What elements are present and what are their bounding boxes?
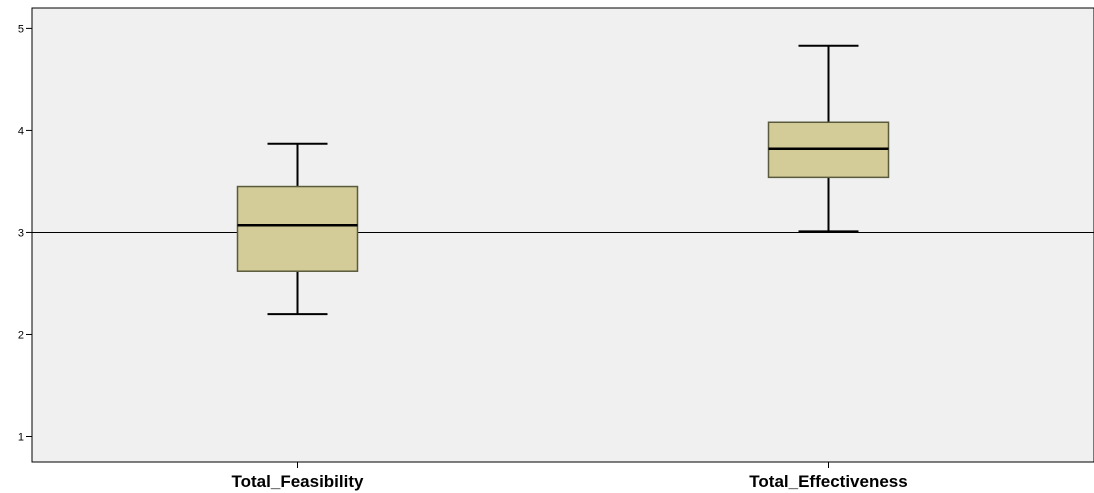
y-tick-label: 5 xyxy=(18,23,24,35)
y-tick-label: 1 xyxy=(18,431,24,443)
plot-area xyxy=(31,7,1094,463)
y-tick-label: 2 xyxy=(18,329,24,341)
box-group xyxy=(236,142,359,316)
y-tick-label: 4 xyxy=(18,125,24,137)
box-group xyxy=(767,44,890,233)
iqr-box xyxy=(236,185,359,272)
y-tick-label: 3 xyxy=(18,227,24,239)
x-category-label: Total_Feasibility xyxy=(232,472,364,491)
x-category-label: Total_Effectiveness xyxy=(749,472,907,491)
